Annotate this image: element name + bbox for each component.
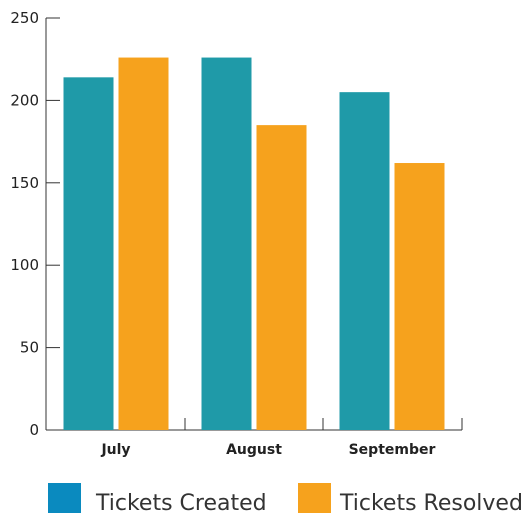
- legend-swatch: [48, 483, 81, 513]
- x-tick-label: September: [349, 442, 436, 458]
- legend-label: Tickets Created: [95, 491, 267, 514]
- legend-swatch: [298, 483, 331, 513]
- y-tick-label: 250: [10, 9, 39, 27]
- y-axis: 0 50 100 150 200 250: [10, 9, 60, 439]
- legend: Tickets Created Tickets Resolved: [48, 483, 523, 514]
- bar-tickets-resolved-september: [394, 163, 445, 431]
- bar-tickets-resolved-august: [256, 125, 307, 431]
- bar-tickets-created-august: [201, 57, 252, 430]
- bar-tickets-resolved-july: [118, 57, 169, 430]
- bar-tickets-created-september: [339, 92, 390, 430]
- bars-group: [63, 57, 445, 431]
- y-tick-label: 0: [29, 421, 39, 439]
- y-tick-label: 200: [10, 91, 39, 109]
- x-tick-label: August: [226, 442, 282, 458]
- bar-tickets-created-july: [63, 77, 114, 430]
- legend-label: Tickets Resolved: [339, 491, 523, 514]
- x-axis: July August September: [45, 418, 463, 458]
- y-tick-label: 50: [20, 339, 39, 357]
- x-tick-label: July: [100, 442, 130, 458]
- y-tick-label: 150: [10, 174, 39, 192]
- y-tick-label: 100: [10, 256, 39, 274]
